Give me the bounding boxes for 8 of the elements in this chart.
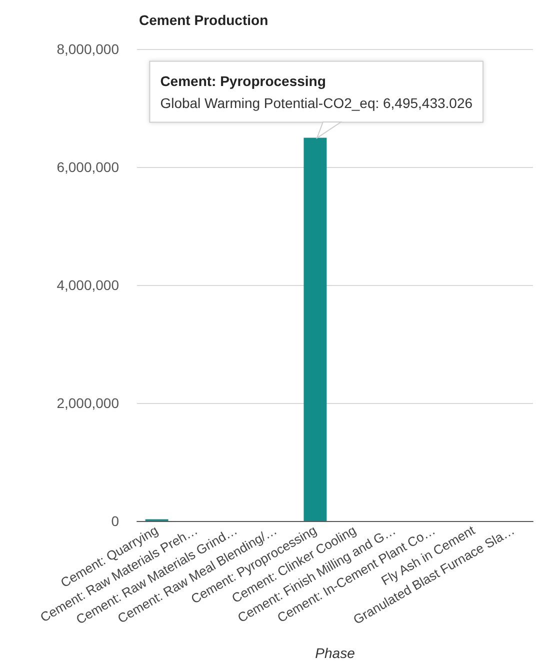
- y-tick-label: 4,000,000: [56, 277, 120, 293]
- chart-title: Cement Production: [139, 12, 268, 28]
- y-tick-label: 0: [111, 513, 120, 529]
- y-tick-label: 6,000,000: [56, 159, 120, 175]
- x-axis-title: Phase: [315, 645, 356, 661]
- y-tick-label: 8,000,000: [56, 41, 120, 57]
- y-tick-label: 2,000,000: [56, 395, 120, 411]
- annotation: Cement: Pyroprocessing Global Warming Potential-CO2_eq: 6,495,433.026: [160, 72, 473, 111]
